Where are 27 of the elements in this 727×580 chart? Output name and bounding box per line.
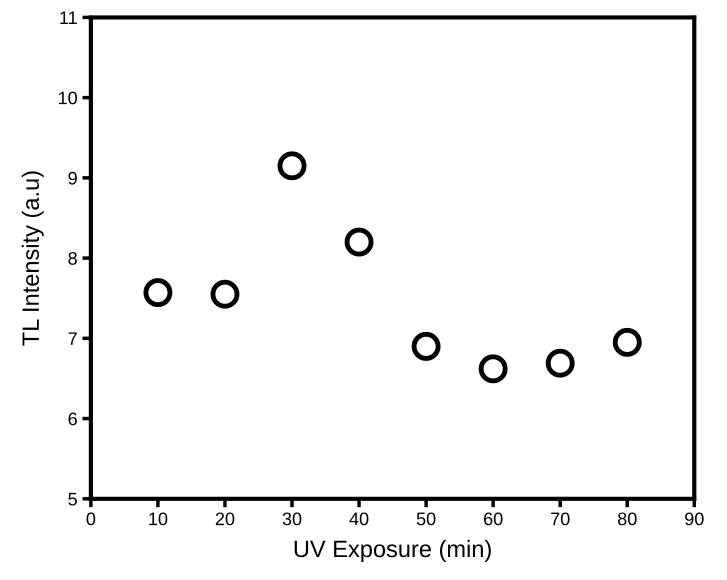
x-tick-label: 80	[618, 512, 637, 526]
y-tick-label: 8	[68, 252, 77, 265]
y-tick-label: 11	[60, 12, 77, 24]
y-tick-label: 10	[58, 92, 77, 104]
point	[612, 328, 642, 357]
point	[478, 354, 508, 384]
point	[143, 278, 172, 308]
x-tick-label: 90	[685, 512, 704, 526]
y-axis-title: TL Intensity (a.u)	[22, 171, 44, 346]
x-tick-label: 60	[484, 512, 502, 526]
x-tick-label: 0	[86, 512, 96, 526]
x-tick-label: 20	[216, 512, 234, 526]
point	[546, 348, 575, 378]
y-tick-label: 9	[68, 172, 77, 185]
x-tick-label: 40	[349, 512, 368, 526]
x-tick-label: 10	[149, 512, 168, 526]
y-tick-label: 5	[68, 492, 77, 506]
point	[278, 151, 306, 180]
y-tick-label: 6	[68, 412, 77, 426]
point	[344, 228, 374, 257]
x-tick-label: 70	[551, 512, 570, 526]
point	[210, 280, 240, 309]
x-tick-label: 30	[282, 512, 302, 526]
point	[412, 332, 441, 361]
y-tick-label: 7	[68, 332, 77, 345]
x-axis-title: UV Exposure (min)	[294, 540, 491, 562]
x-tick-label: 50	[416, 512, 436, 526]
